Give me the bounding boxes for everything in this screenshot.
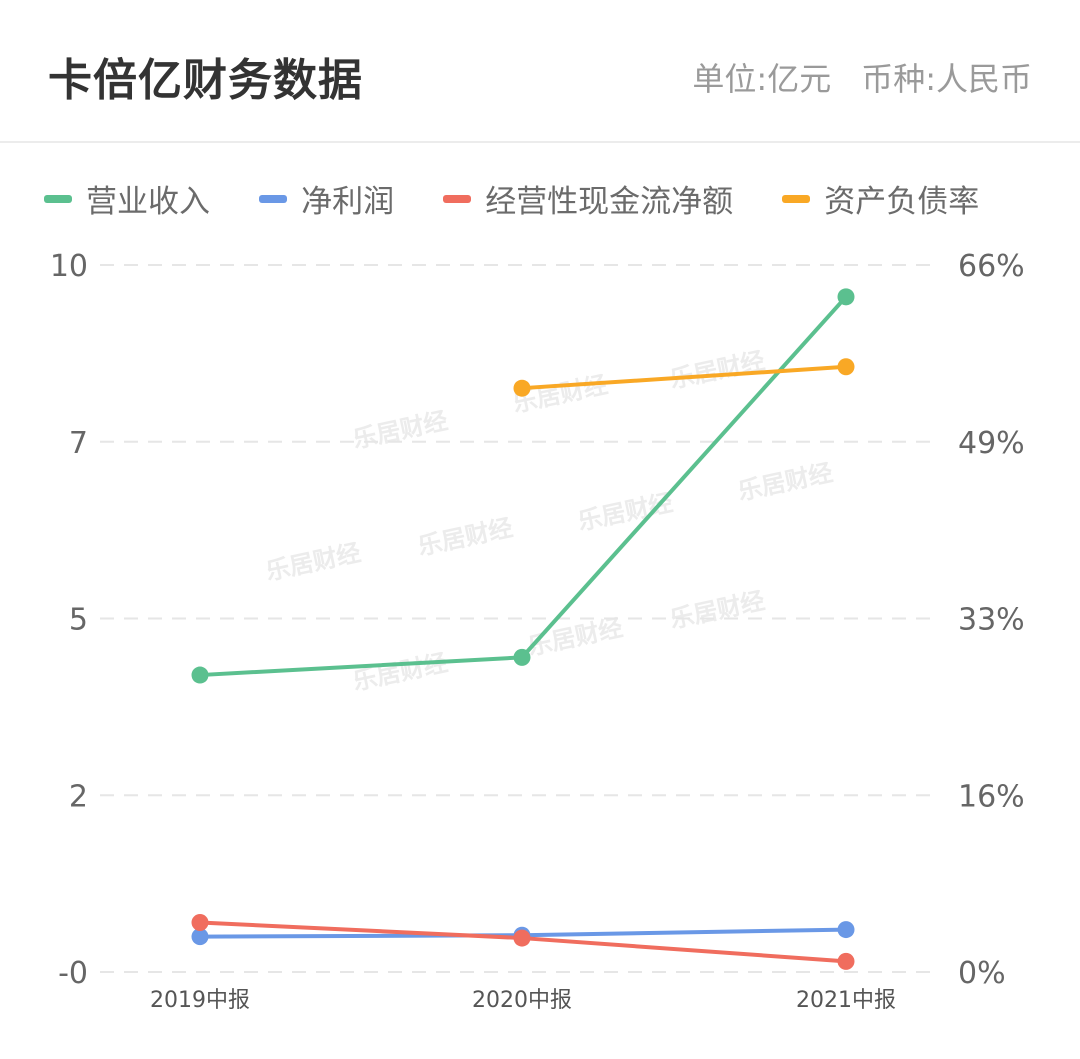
legend-label-cash-flow: 经营性现金流净额 (485, 184, 734, 220)
right-axis-tick-1: 49% (958, 426, 1025, 461)
right-axis-tick-4: 0% (958, 956, 1006, 991)
watermark-2: 乐居财经 (667, 347, 767, 394)
watermark-4: 乐居财经 (575, 489, 675, 536)
legend-item-debt-ratio[interactable]: 资产负债率 (782, 176, 979, 221)
legend-swatch-cash-flow (443, 194, 472, 203)
data-point-debt-ratio-2 (837, 358, 855, 376)
left-axis-tick-3: 2 (69, 779, 88, 814)
legend-label-debt-ratio: 资产负债率 (824, 184, 980, 220)
x-axis-label-2: 2021中报 (796, 988, 896, 1013)
legend-item-revenue[interactable]: 营业收入 (44, 176, 210, 221)
data-point-revenue-0 (191, 666, 209, 684)
data-point-net-profit-0 (191, 928, 209, 946)
legend-swatch-net-profit (259, 194, 288, 203)
x-axis-label-0: 2019中报 (150, 988, 250, 1013)
data-point-debt-ratio-1 (513, 379, 531, 397)
unit-label: 单位:亿元 (692, 60, 832, 98)
legend-swatch-revenue (44, 194, 72, 203)
watermark-9: 乐居财经 (667, 587, 767, 634)
legend-item-net-profit[interactable]: 净利润 (259, 176, 394, 221)
legend-label-net-profit: 净利润 (301, 184, 395, 220)
watermark-3: 乐居财经 (735, 459, 835, 506)
data-point-revenue-2 (837, 288, 855, 306)
unit-info: 单位:亿元 币种:人民币 (692, 54, 1032, 100)
right-axis-tick-2: 33% (958, 603, 1025, 638)
legend-swatch-debt-ratio (782, 194, 811, 203)
series-line-debt-ratio (521, 364, 847, 391)
currency-label: 币种:人民币 (861, 60, 1032, 98)
data-point-cash-flow-1 (513, 929, 531, 947)
chart-header: 卡倍亿财务数据 单位:亿元 币种:人民币 (0, 0, 1080, 143)
left-axis-tick-4: -0 (58, 956, 88, 991)
legend-label-revenue: 营业收入 (86, 184, 210, 220)
data-point-cash-flow-0 (191, 914, 209, 932)
left-axis-tick-0: 10 (50, 249, 88, 284)
legend-item-cash-flow[interactable]: 经营性现金流净额 (443, 176, 733, 221)
x-axis-label-1: 2020中报 (472, 988, 572, 1013)
right-axis-tick-3: 16% (958, 779, 1025, 814)
left-axis-tick-2: 5 (69, 603, 88, 638)
chart-title: 卡倍亿财务数据 (48, 55, 363, 106)
right-axis-tick-0: 66% (958, 249, 1025, 284)
chart-legend: 营业收入 净利润 经营性现金流净额 资产负债率 (44, 176, 979, 224)
watermark-8: 乐居财经 (350, 649, 450, 696)
data-point-net-profit-2 (837, 921, 855, 939)
watermark-5: 乐居财经 (415, 514, 515, 561)
left-axis-tick-1: 7 (69, 426, 88, 461)
watermark-0: 乐居财经 (350, 407, 450, 454)
data-point-revenue-1 (513, 648, 531, 666)
data-point-cash-flow-2 (837, 952, 855, 970)
watermark-6: 乐居财经 (263, 539, 363, 586)
